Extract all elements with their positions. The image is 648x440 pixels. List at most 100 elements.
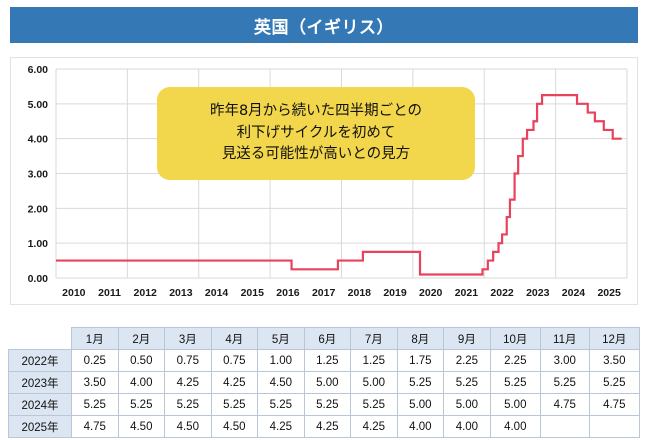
table-cell: 5.25 — [257, 393, 305, 416]
table-cell: 5.25 — [350, 393, 398, 416]
x-axis-tick-label: 2013 — [169, 287, 193, 299]
x-axis-tick-label: 2025 — [597, 287, 621, 299]
page-title: 英国（イギリス） — [254, 17, 394, 38]
table-cell: 3.00 — [539, 349, 590, 372]
page-title-banner: 英国（イギリス） — [10, 7, 638, 43]
table-cell — [539, 415, 590, 438]
table-cell: 5.00 — [303, 371, 352, 394]
x-axis-tick-label: 2021 — [455, 287, 479, 299]
y-axis-tick-label: 5.00 — [28, 99, 49, 111]
table-col-header-1: 1月 — [71, 327, 119, 350]
table-row-label: 2024年 — [8, 393, 72, 416]
table-cell: 5.25 — [396, 371, 445, 394]
x-axis-tick-label: 2023 — [526, 287, 550, 299]
x-axis-tick-label: 2011 — [98, 287, 121, 299]
table-col-header-6: 6月 — [303, 327, 352, 350]
table-cell: 1.25 — [350, 349, 398, 372]
table-cell: 4.25 — [350, 415, 398, 438]
chart-series-layer — [56, 94, 622, 276]
table-cell: 4.00 — [443, 415, 491, 438]
table-cell: 5.00 — [350, 371, 398, 394]
table-cell: 5.25 — [210, 393, 259, 416]
table-cell: 4.00 — [117, 371, 166, 394]
table-cell: 5.25 — [303, 393, 352, 416]
table-cell: 1.75 — [396, 349, 445, 372]
y-axis-tick-label: 6.00 — [28, 64, 49, 76]
table-cell: 4.75 — [539, 393, 590, 416]
x-axis-tick-label: 2018 — [348, 287, 372, 299]
table-row: 2024年 5.25 5.25 5.25 5.25 5.25 5.25 5.25 5.00 5.0… — [8, 393, 641, 416]
table-col-header-2: 2月 — [117, 327, 166, 350]
table-col-header-3: 3月 — [164, 327, 212, 350]
table-col-header-10: 10月 — [489, 327, 541, 350]
table-cell: 1.25 — [303, 349, 352, 372]
callout-line-2: 利下げサイクルを初めて — [236, 124, 396, 141]
table-cell: 4.00 — [489, 415, 541, 438]
table-cell: 2.25 — [489, 349, 541, 372]
table-cell: 5.25 — [117, 393, 166, 416]
table-cell: 4.00 — [396, 415, 445, 438]
table-cell: 1.00 — [257, 349, 305, 372]
table-row: 2023年 3.50 4.00 4.25 4.25 4.50 5.00 5.00 5.25 5.2… — [8, 371, 641, 394]
x-axis-tick-label: 2010 — [62, 287, 86, 299]
table-cell: 3.50 — [588, 349, 641, 372]
table-cell: 5.25 — [164, 393, 212, 416]
table-col-header-7: 7月 — [350, 327, 398, 350]
table-cell: 5.00 — [443, 393, 491, 416]
table-col-header-5: 5月 — [257, 327, 305, 350]
table-cell: 4.25 — [164, 371, 212, 394]
x-axis-tick-label: 2012 — [134, 287, 158, 299]
table-cell: 3.50 — [71, 371, 119, 394]
table-col-header-11: 11月 — [539, 327, 590, 350]
y-axis-tick-label: 4.00 — [28, 134, 49, 146]
table-row-label: 2022年 — [8, 349, 72, 372]
x-axis-tick-labels: 2010 2011 2012 2013 2014 2015 2016 2017 2018 2019… — [62, 287, 621, 299]
x-axis-tick-label: 2024 — [562, 287, 586, 299]
table-cell: 0.50 — [117, 349, 166, 372]
table-cell: 2.25 — [443, 349, 491, 372]
table-cell: 4.75 — [588, 393, 641, 416]
table-cell: 5.00 — [489, 393, 541, 416]
table-cell: 5.25 — [588, 371, 641, 394]
table-header-row: 1月 2月 3月 4月 5月 6月 7月 8月 9月 10月 11月 12月 — [8, 327, 641, 350]
table-col-header-8: 8月 — [396, 327, 445, 350]
table-cell: 4.75 — [71, 415, 119, 438]
table-cell: 4.50 — [164, 415, 212, 438]
x-axis-tick-label: 2015 — [241, 287, 265, 299]
y-axis-tick-label: 3.00 — [28, 169, 49, 181]
table-cell: 0.75 — [164, 349, 212, 372]
y-axis-tick-labels: 0.00 1.00 2.00 3.00 4.00 5.00 6.00 — [28, 64, 49, 285]
table-cell: 0.25 — [71, 349, 119, 372]
table-cell: 5.25 — [71, 393, 119, 416]
table-row-label: 2023年 — [8, 371, 72, 394]
table-cell: 5.25 — [539, 371, 590, 394]
rate-table-container: 1月 2月 3月 4月 5月 6月 7月 8月 9月 10月 11月 12月 2022年 0.25 0.5… — [8, 327, 641, 438]
callout-line-1: 昨年8月から続いた四半期ごとの — [209, 103, 423, 120]
callout-line-3: 見送る可能性が高いとの見方 — [221, 146, 411, 163]
x-axis-tick-label: 2020 — [419, 287, 443, 299]
table-cell: 4.25 — [210, 371, 259, 394]
table-cell: 4.25 — [303, 415, 352, 438]
y-axis-tick-label: 0.00 — [28, 273, 49, 285]
table-corner-cell — [8, 327, 72, 350]
table-cell: 4.50 — [257, 371, 305, 394]
table-cell: 0.75 — [210, 349, 259, 372]
x-axis-tick-label: 2016 — [276, 287, 300, 299]
x-axis-tick-label: 2022 — [490, 287, 514, 299]
policy-rate-table: 1月 2月 3月 4月 5月 6月 7月 8月 9月 10月 11月 12月 2022年 0.25 0.5… — [8, 327, 641, 438]
table-row: 2025年 4.75 4.50 4.50 4.50 4.25 4.25 4.25 4.00 4.0… — [8, 415, 641, 438]
x-axis-tick-label: 2017 — [312, 287, 336, 299]
table-row: 2022年 0.25 0.50 0.75 0.75 1.00 1.25 1.25 1.75 2.2… — [8, 349, 641, 372]
x-axis-tick-label: 2019 — [383, 287, 407, 299]
table-body: 2022年 0.25 0.50 0.75 0.75 1.00 1.25 1.25 1.75 2.2… — [8, 349, 641, 438]
table-cell: 4.50 — [210, 415, 259, 438]
table-cell: 5.25 — [443, 371, 491, 394]
x-axis-tick-label: 2014 — [205, 287, 229, 299]
table-col-header-4: 4月 — [210, 327, 259, 350]
chart-annotation-callout: 昨年8月から続いた四半期ごとの 利下げサイクルを初めて 見送る可能性が高いとの見… — [157, 87, 475, 180]
y-axis-tick-label: 1.00 — [28, 238, 49, 250]
table-cell: 5.00 — [396, 393, 445, 416]
table-col-header-12: 12月 — [588, 327, 641, 350]
table-cell: 4.25 — [257, 415, 305, 438]
